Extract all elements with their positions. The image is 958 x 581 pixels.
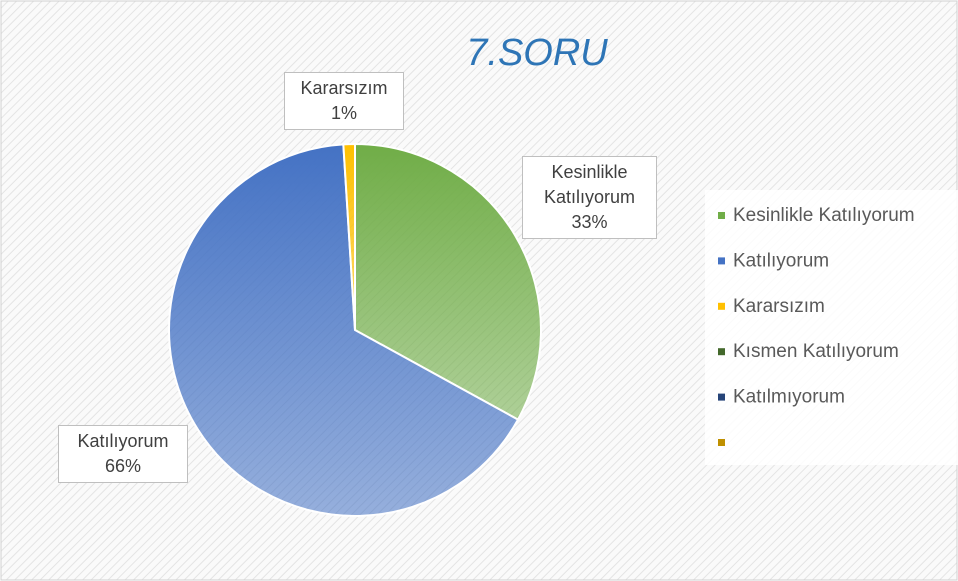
label-value: 1% <box>330 103 357 123</box>
legend-marker <box>718 212 725 219</box>
legend-marker <box>718 393 725 401</box>
legend-marker <box>718 302 725 310</box>
pie-slice <box>168 143 520 517</box>
data-label: Kararsızım 1% <box>284 72 404 130</box>
label-category: Katılıyorum <box>77 431 169 451</box>
legend-marker <box>718 439 725 446</box>
label-category: Kararsızım <box>300 78 388 98</box>
chart-title: 7.SORU <box>466 32 608 74</box>
data-label: Katılıyorum 66% <box>58 425 188 483</box>
legend-marker <box>718 257 725 265</box>
legend-background <box>705 190 958 465</box>
label-category: Kesinlikle Katılıyorum <box>543 162 636 207</box>
legend-label: Kararsızım <box>733 296 825 317</box>
label-value: 66% <box>104 456 142 476</box>
legend-label: Kısmen Katılıyorum <box>733 341 899 362</box>
legend-label: Kesinlikle Katılıyorum <box>733 205 915 226</box>
legend-label: Katılmıyorum <box>733 387 845 408</box>
legend-label: Katılıyorum <box>733 250 829 271</box>
legend-marker <box>718 348 725 356</box>
data-label: Kesinlikle Katılıyorum 33% <box>522 156 657 239</box>
pie-slice <box>342 142 356 331</box>
label-value: 33% <box>571 212 608 232</box>
pie-slice <box>354 142 542 421</box>
